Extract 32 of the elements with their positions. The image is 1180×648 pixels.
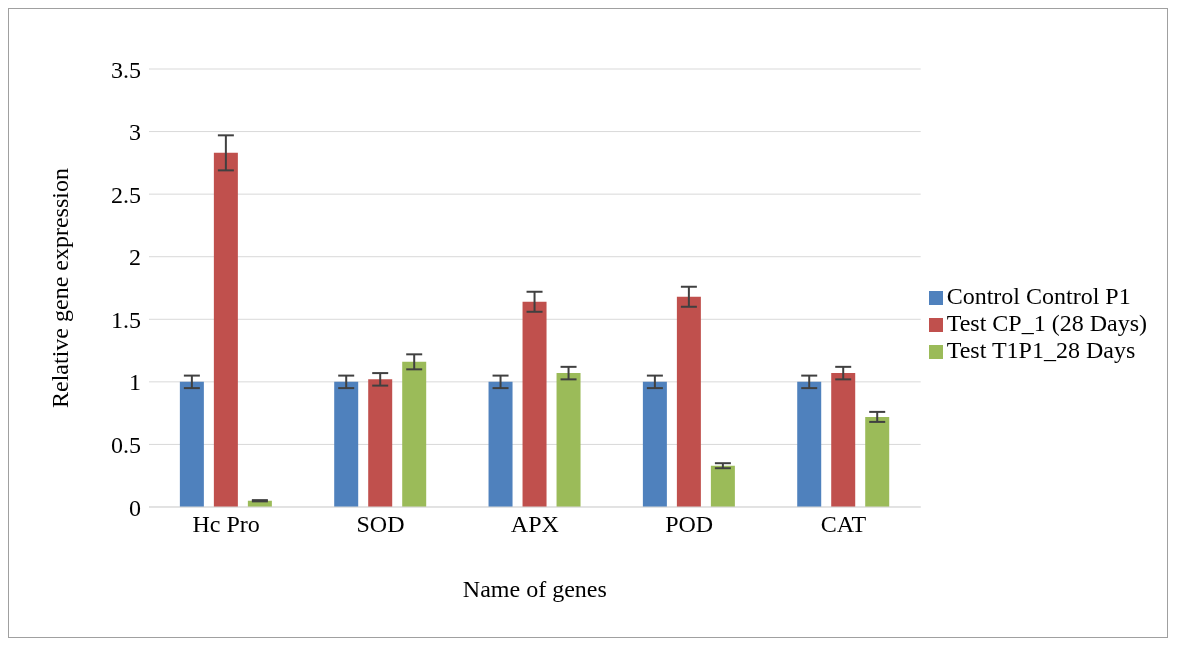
y-tick-label: 1.5 — [111, 306, 141, 333]
bar — [213, 152, 238, 507]
x-axis-title: Name of genes — [462, 576, 607, 602]
bar — [710, 465, 735, 507]
y-tick-label: 1 — [129, 369, 141, 396]
bar — [797, 381, 822, 507]
x-tick-label: SOD — [356, 511, 405, 538]
bar — [334, 381, 359, 507]
legend-label: Control Control P1 — [946, 282, 1131, 309]
bar — [402, 361, 427, 507]
x-tick-label: APX — [510, 511, 559, 538]
bar — [179, 381, 204, 507]
x-tick-label: POD — [665, 511, 714, 538]
y-tick-label: 3 — [129, 119, 141, 146]
bar — [831, 373, 856, 507]
legend-label: Test T1P1_28 Days — [946, 336, 1136, 363]
bar — [676, 296, 701, 507]
bar — [488, 381, 513, 507]
y-axis-title: Relative gene expression — [46, 168, 73, 408]
x-tick-label: CAT — [820, 511, 867, 538]
x-tick-label: Hc Pro — [192, 511, 260, 538]
bar — [642, 381, 667, 507]
legend-label: Test CP_1 (28 Days) — [946, 309, 1147, 336]
y-tick-label: 2.5 — [111, 181, 141, 208]
y-tick-label: 2 — [129, 244, 141, 271]
y-tick-label: 3.5 — [111, 56, 141, 83]
y-tick-label: 0 — [129, 494, 141, 521]
bar — [556, 373, 581, 507]
bar — [522, 301, 547, 507]
y-tick-label: 0.5 — [111, 431, 141, 458]
bar — [368, 379, 393, 507]
bar — [865, 416, 890, 507]
